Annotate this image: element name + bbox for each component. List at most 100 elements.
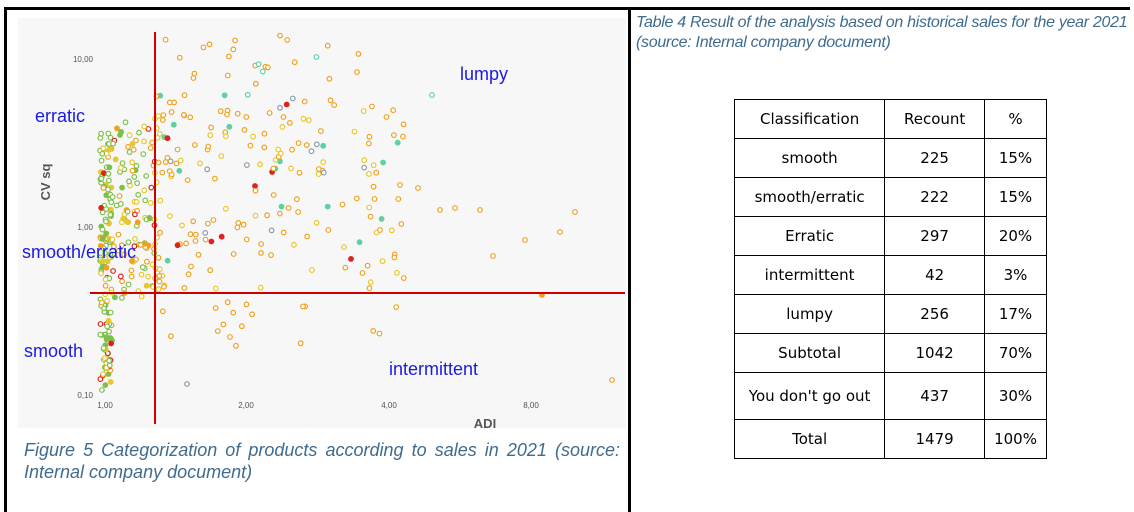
scatter-point: [369, 103, 375, 110]
table-row: Subtotal 1042 70%: [733, 333, 1047, 373]
scatter-point: [143, 258, 150, 265]
scatter-point: [220, 321, 227, 328]
scatter-point: [278, 203, 285, 210]
scatter-point: [129, 159, 136, 166]
scatter-point: [397, 182, 403, 188]
scatter-point: [232, 342, 239, 349]
scatter-point: [257, 284, 264, 291]
scatter-point: [394, 139, 401, 146]
scatter-point: [313, 54, 320, 60]
scatter-point: [99, 235, 106, 242]
scatter-point: [133, 162, 140, 169]
scatter-point: [181, 92, 188, 99]
scatter-point: [164, 135, 171, 142]
scatter-point: [129, 258, 135, 264]
scatter-point: [142, 240, 149, 247]
scatter-point: [102, 282, 109, 289]
scatter-point: [341, 244, 347, 251]
scatter-point: [125, 143, 132, 150]
scatter-point: [360, 108, 367, 114]
scatter-point: [111, 294, 118, 301]
scatter-point: [124, 219, 131, 226]
region-label-lumpy: lumpy: [460, 64, 508, 84]
scatter-point: [339, 201, 346, 208]
scatter-point: [125, 239, 132, 246]
scatter-point: [208, 124, 215, 131]
scatter-point: [477, 207, 483, 213]
scatter-point: [155, 113, 162, 119]
scatter-point: [285, 205, 292, 211]
table-cell: 30%: [984, 372, 1047, 420]
table-row: smooth/erratic 222 15%: [733, 177, 1047, 217]
region-label-smooth-erratic: smooth/erratic: [22, 242, 136, 262]
scatter-point: [205, 143, 212, 150]
x-tick-label: 4,00: [381, 401, 397, 410]
scatter-point: [106, 328, 112, 335]
scatter-point: [110, 243, 117, 250]
scatter-point: [132, 235, 138, 242]
scatter-point: [211, 175, 218, 182]
scatter-point: [112, 156, 119, 163]
scatter-point: [400, 133, 406, 140]
scatter-point: [210, 217, 217, 223]
y-axis-label: CV sq: [38, 164, 53, 201]
scatter-point: [170, 121, 177, 128]
table-cell: smooth: [733, 138, 886, 178]
scatter-point: [174, 146, 181, 153]
scatter-point: [207, 267, 214, 274]
scatter-point: [280, 229, 287, 236]
scatter-point: [149, 139, 156, 146]
scatter-point: [157, 197, 164, 204]
scatter-point: [162, 36, 169, 43]
scatter-point: [109, 194, 116, 200]
scatter-point: [390, 107, 397, 114]
scatter-point: [303, 142, 310, 149]
scatter-point: [240, 221, 247, 228]
scatter-point: [247, 142, 254, 149]
table-row: intermittent 42 3%: [733, 255, 1047, 295]
scatter-point: [138, 293, 145, 300]
scatter-point: [110, 268, 116, 274]
scatter-point: [353, 195, 360, 202]
scatter-point: [255, 61, 262, 67]
scatter-point: [184, 177, 191, 184]
scatter-point: [100, 170, 107, 177]
scatter-point: [147, 145, 154, 151]
scatter-point: [115, 247, 122, 254]
scatter-point: [180, 111, 187, 118]
scatter-point: [243, 114, 250, 120]
scatter-point: [258, 249, 264, 256]
scatter-point: [295, 209, 302, 215]
scatter-point: [100, 184, 107, 191]
scatter-point: [324, 203, 331, 210]
scatter-point: [313, 141, 320, 148]
scatter-point: [106, 362, 113, 369]
scatter-point: [192, 231, 199, 238]
table-cell: 222: [884, 177, 986, 217]
scatter-point: [168, 109, 175, 115]
scatter-point: [202, 236, 209, 243]
scatter-point: [222, 133, 229, 140]
scatter-point: [202, 229, 209, 236]
scatter-point: [252, 80, 259, 87]
scatter-point: [156, 266, 163, 273]
scatter-point: [147, 199, 154, 206]
scatter-point: [395, 196, 402, 202]
scatter-point: [572, 209, 578, 215]
scatter-point: [300, 303, 306, 310]
scatter-point: [97, 331, 104, 338]
scatter-point: [98, 130, 104, 137]
column-header: Classification: [733, 99, 886, 139]
scatter-point: [129, 140, 136, 147]
table-cell: intermittent: [733, 255, 886, 295]
scatter-point: [354, 69, 360, 75]
scatter-point: [437, 207, 443, 213]
region-label-intermittent: intermittent: [389, 359, 478, 379]
scatter-point: [217, 108, 224, 115]
scatter-point: [208, 238, 215, 245]
scatter-point: [400, 121, 407, 128]
scatter-point: [103, 264, 110, 271]
scatter-point: [609, 377, 615, 383]
scatter-point: [135, 191, 142, 198]
table-row: Erratic 297 20%: [733, 216, 1047, 256]
